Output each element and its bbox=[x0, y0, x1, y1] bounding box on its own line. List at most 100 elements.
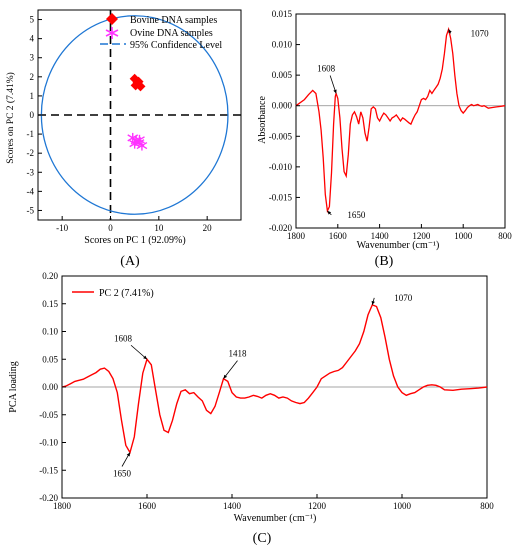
legend-item-bovine: Bovine DNA samples bbox=[106, 13, 217, 26]
y-tick-label: 0.010 bbox=[272, 40, 293, 50]
legend-label-bovine: Bovine DNA samples bbox=[130, 15, 217, 26]
panel-c-annotations: 1070 1608 1418 1650 bbox=[113, 293, 413, 479]
y-tick-label: -0.015 bbox=[269, 192, 293, 202]
annotation-arrowhead bbox=[333, 89, 337, 94]
y-tick-label: -0.20 bbox=[39, 493, 58, 503]
panel-c-legend-label: PC 2 (7.41%) bbox=[99, 288, 154, 299]
panel-a-legend: Bovine DNA samples Ovine DNA samples 95%… bbox=[100, 13, 222, 51]
y-tick-label: -1 bbox=[27, 129, 35, 139]
y-tick-label: -0.010 bbox=[269, 162, 293, 172]
y-tick-label: -0.020 bbox=[269, 223, 293, 233]
y-tick-label: 4 bbox=[30, 34, 35, 44]
annotation-arrowhead bbox=[223, 374, 228, 379]
annotation-label: 1070 bbox=[394, 293, 413, 303]
ovine-point bbox=[136, 140, 148, 151]
y-tick-label: -0.15 bbox=[39, 465, 58, 475]
y-tick-label: 2 bbox=[30, 72, 35, 82]
panel-b-frame bbox=[295, 13, 506, 229]
annotation-label: 1608 bbox=[317, 63, 336, 73]
x-tick-label: -10 bbox=[56, 223, 68, 233]
asterisk-marker-icon bbox=[105, 27, 119, 39]
legend-label-ovine: Ovine DNA samples bbox=[130, 28, 213, 39]
annotation-arrowhead bbox=[126, 452, 130, 457]
x-tick-label: 1000 bbox=[393, 501, 412, 511]
panel-a-markers bbox=[127, 73, 148, 151]
x-tick-label: 800 bbox=[498, 231, 512, 241]
y-tick-label: 5 bbox=[30, 15, 35, 25]
panel-a-x-axis-label: Scores on PC 1 (92.09%) bbox=[84, 235, 185, 246]
y-tick-label: -2 bbox=[27, 148, 35, 158]
panel-c-label: (C) bbox=[253, 531, 272, 546]
y-tick-label: 0.005 bbox=[272, 70, 293, 80]
annotation-label: 1418 bbox=[229, 349, 248, 359]
x-tick-label: 1800 bbox=[53, 501, 72, 511]
ovine-point bbox=[129, 138, 141, 149]
diamond-marker-icon bbox=[106, 13, 118, 25]
y-tick-label: 0.015 bbox=[272, 9, 293, 19]
ovine-point bbox=[134, 134, 145, 145]
x-tick-label: 10 bbox=[154, 223, 164, 233]
panel-b-y-ticks: 0.015 0.010 0.005 0.000 -0.005 -0.010 -0.015 -0… bbox=[269, 9, 300, 233]
legend-label-confidence: 95% Confidence Level bbox=[130, 40, 222, 51]
annotation-label: 1650 bbox=[347, 210, 366, 220]
x-tick-label: 1600 bbox=[329, 231, 348, 241]
y-tick-label: 3 bbox=[30, 53, 35, 63]
panel-a-label: (A) bbox=[120, 254, 140, 269]
annotation-arrowhead bbox=[327, 210, 332, 215]
panel-b-y-axis-label: Absorbance bbox=[257, 96, 268, 144]
panel-c-x-axis-label: Wavenumber (cm⁻¹) bbox=[234, 513, 317, 524]
bovine-point bbox=[133, 76, 144, 87]
y-tick-label: 0.15 bbox=[42, 299, 58, 309]
x-tick-label: 1000 bbox=[454, 231, 473, 241]
annotation-label: 1070 bbox=[471, 28, 490, 38]
x-tick-label: 1200 bbox=[412, 231, 431, 241]
y-tick-label: 0 bbox=[30, 110, 35, 120]
x-tick-label: 1400 bbox=[223, 501, 242, 511]
annotation-arrowhead bbox=[448, 29, 452, 34]
annotation-arrow bbox=[223, 360, 238, 379]
panel-c-x-ticks: 1800 1600 1400 1200 1000 800 bbox=[53, 494, 494, 511]
annotation-label: 1650 bbox=[113, 468, 132, 478]
y-tick-label: 0.000 bbox=[272, 101, 293, 111]
x-tick-label: 1400 bbox=[371, 231, 390, 241]
panel-b-x-axis-label: Wavenumber (cm⁻¹) bbox=[357, 240, 440, 251]
y-tick-label: -3 bbox=[27, 167, 35, 177]
legend-item-ovine: Ovine DNA samples bbox=[105, 27, 213, 39]
y-tick-label: 0.20 bbox=[42, 271, 58, 281]
panel-c-loading-line bbox=[61, 304, 488, 455]
x-tick-label: 800 bbox=[480, 501, 494, 511]
panel-c-legend: PC 2 (7.41%) bbox=[72, 288, 154, 299]
annotation-arrowhead bbox=[371, 300, 375, 305]
annotation-label: 1608 bbox=[114, 333, 133, 343]
y-tick-label: -0.10 bbox=[39, 438, 58, 448]
y-tick-label: 0.05 bbox=[42, 354, 58, 364]
panel-b-spectrum-line bbox=[295, 26, 506, 214]
panel-c: 1800 1600 1400 1200 1000 800 0.20 0.15 0.10 0.05… bbox=[8, 271, 494, 546]
panel-a-y-axis-label: Scores on PC 2 (7.41%) bbox=[5, 72, 16, 164]
panel-a-y-ticks: 5 4 3 2 1 0 -1 -2 -3 -4 -5 bbox=[27, 15, 42, 215]
y-tick-label: -5 bbox=[27, 205, 35, 215]
y-tick-label: 0.00 bbox=[42, 382, 58, 392]
x-tick-label: 1600 bbox=[138, 501, 157, 511]
panel-b-label: (B) bbox=[375, 254, 394, 269]
y-tick-label: 0.10 bbox=[42, 327, 58, 337]
panel-c-y-ticks: 0.20 0.15 0.10 0.05 0.00 -0.05 -0.10 -0.15 -0.20 bbox=[39, 271, 66, 503]
annotation-arrowhead bbox=[143, 355, 147, 360]
panel-c-y-axis-label: PCA loading bbox=[8, 361, 19, 412]
y-tick-label: -4 bbox=[27, 186, 35, 196]
x-tick-label: 1200 bbox=[308, 501, 327, 511]
panel-b: 1800 1600 1400 1200 1000 800 0.0150.0100.0050… bbox=[257, 9, 512, 269]
panel-b-annotations: 1070 1608 1650 bbox=[317, 28, 489, 220]
x-tick-label: 20 bbox=[203, 223, 213, 233]
y-tick-label: -0.005 bbox=[269, 131, 293, 141]
x-tick-label: 0 bbox=[108, 223, 113, 233]
panel-b-x-ticks: 1800 1600 1400 1200 1000 800 bbox=[287, 224, 512, 241]
legend-item-confidence: 95% Confidence Level bbox=[100, 40, 222, 51]
panel-a-x-ticks: -10 0 10 20 bbox=[56, 216, 212, 233]
y-tick-label: 1 bbox=[30, 91, 35, 101]
panel-a-reference-lines bbox=[38, 10, 241, 220]
x-tick-label: 1800 bbox=[287, 231, 306, 241]
y-tick-label: -0.05 bbox=[39, 410, 58, 420]
